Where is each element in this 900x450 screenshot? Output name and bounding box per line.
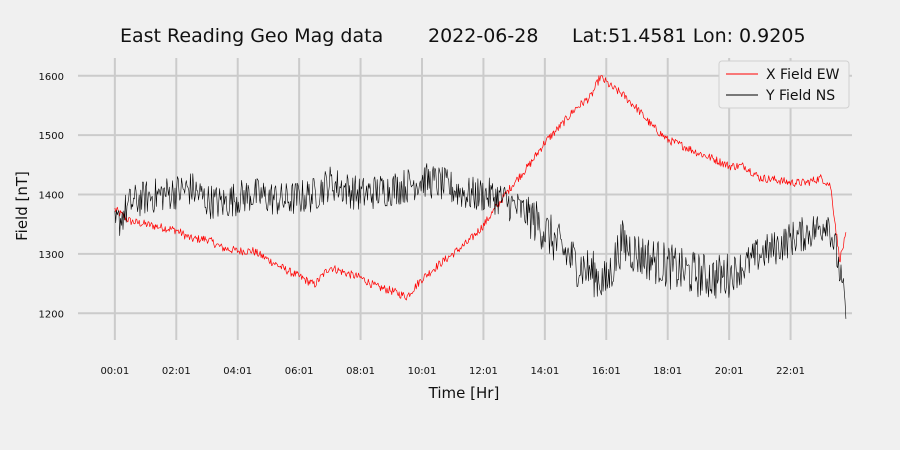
series-line-y-field [114,163,847,319]
y-axis-label: Field [nT] [13,171,31,241]
series-line-x-field [114,75,847,301]
x-tick-labels: 00:01 02:01 04:01 06:01 08:01 10:01 12:01 14:01… [100,366,805,377]
x-tick-label: 04:01 [223,366,252,377]
x-axis-label: Time [Hr] [428,384,500,402]
y-tick-label: 1200 [39,309,64,320]
chart-title-name: East Reading Geo Mag data [120,25,383,47]
y-tick-label: 1500 [39,131,64,142]
x-tick-label: 06:01 [285,366,314,377]
chart-title-location: Lat:51.4581 Lon: 0.9205 [572,25,806,47]
x-tick-label: 08:01 [346,366,375,377]
legend-box [718,60,850,109]
x-tick-label: 02:01 [162,366,191,377]
legend-label-y-field: Y Field NS [765,88,835,104]
x-tick-label: 12:01 [469,366,498,377]
y-tick-label: 1300 [39,250,64,261]
x-tick-label: 20:01 [715,366,744,377]
y-tick-labels: 1200 1300 1400 1500 1600 [39,72,64,320]
legend-label-x-field: X Field EW [766,67,840,83]
x-tick-label: 14:01 [530,366,559,377]
x-tick-label: 00:01 [100,366,129,377]
x-tick-label: 18:01 [653,366,682,377]
y-tick-label: 1400 [39,191,64,202]
x-tick-label: 10:01 [408,366,437,377]
y-tick-label: 1600 [39,72,64,83]
series-layer [114,75,847,319]
x-tick-label: 22:01 [776,366,805,377]
chart-title-date: 2022-06-28 [428,25,538,47]
legend: X Field EW Y Field NS [718,60,850,109]
x-tick-label: 16:01 [592,366,621,377]
